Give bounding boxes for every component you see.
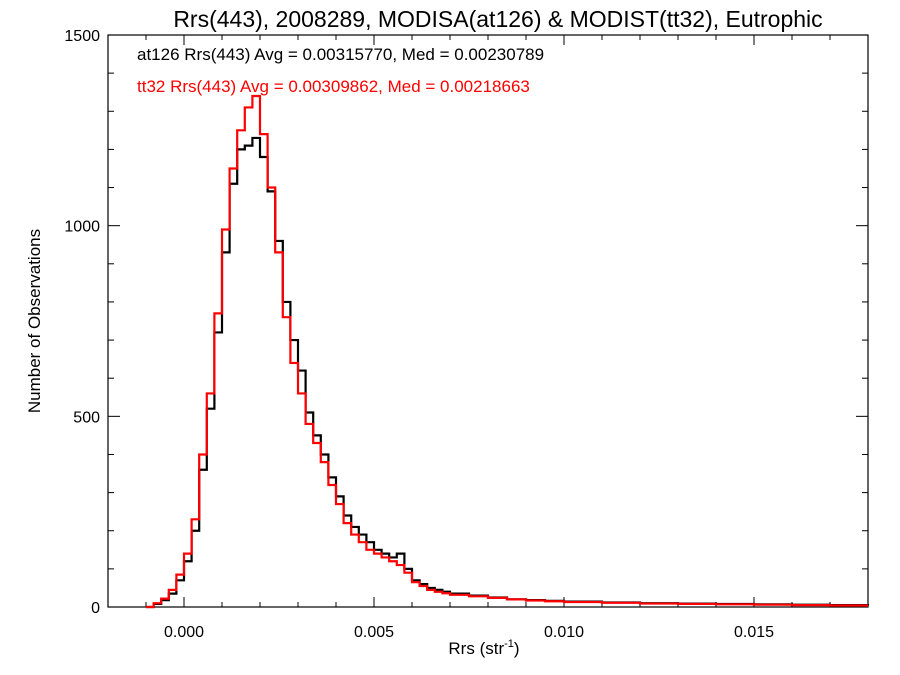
series-line-tt32 bbox=[146, 94, 868, 609]
y-tick-label: 500 bbox=[73, 409, 100, 426]
series-line-at126 bbox=[146, 136, 870, 609]
y-tick-label: 0 bbox=[91, 600, 100, 617]
x-axis-label-superscript: -1 bbox=[504, 638, 514, 650]
x-axis-ticks: 0.000 0.005 0.010 0.015 bbox=[107, 35, 869, 641]
x-tick-label: 0.000 bbox=[164, 624, 204, 641]
x-tick-label: 0.015 bbox=[734, 624, 774, 641]
x-axis-label-main: Rrs (str bbox=[448, 639, 504, 658]
y-tick-label: 1000 bbox=[64, 219, 100, 236]
y-tick-label: 1500 bbox=[64, 28, 100, 45]
legend-annotation-at126: at126 Rrs(443) Avg = 0.00315770, Med = 0… bbox=[137, 45, 544, 64]
x-tick-label: 0.005 bbox=[354, 624, 394, 641]
x-axis-label-end: ) bbox=[514, 639, 520, 658]
chart-title: Rrs(443), 2008289, MODISA(at126) & MODIS… bbox=[173, 6, 822, 32]
x-axis-label: Rrs (str-1) bbox=[448, 638, 519, 658]
y-axis-ticks: 0 500 1000 1500 bbox=[64, 28, 868, 617]
legend-annotation-tt32: tt32 Rrs(443) Avg = 0.00309862, Med = 0.… bbox=[137, 77, 530, 96]
x-tick-label: 0.010 bbox=[544, 624, 584, 641]
series-layer bbox=[146, 94, 870, 609]
y-axis-label: Number of Observations bbox=[25, 229, 44, 413]
